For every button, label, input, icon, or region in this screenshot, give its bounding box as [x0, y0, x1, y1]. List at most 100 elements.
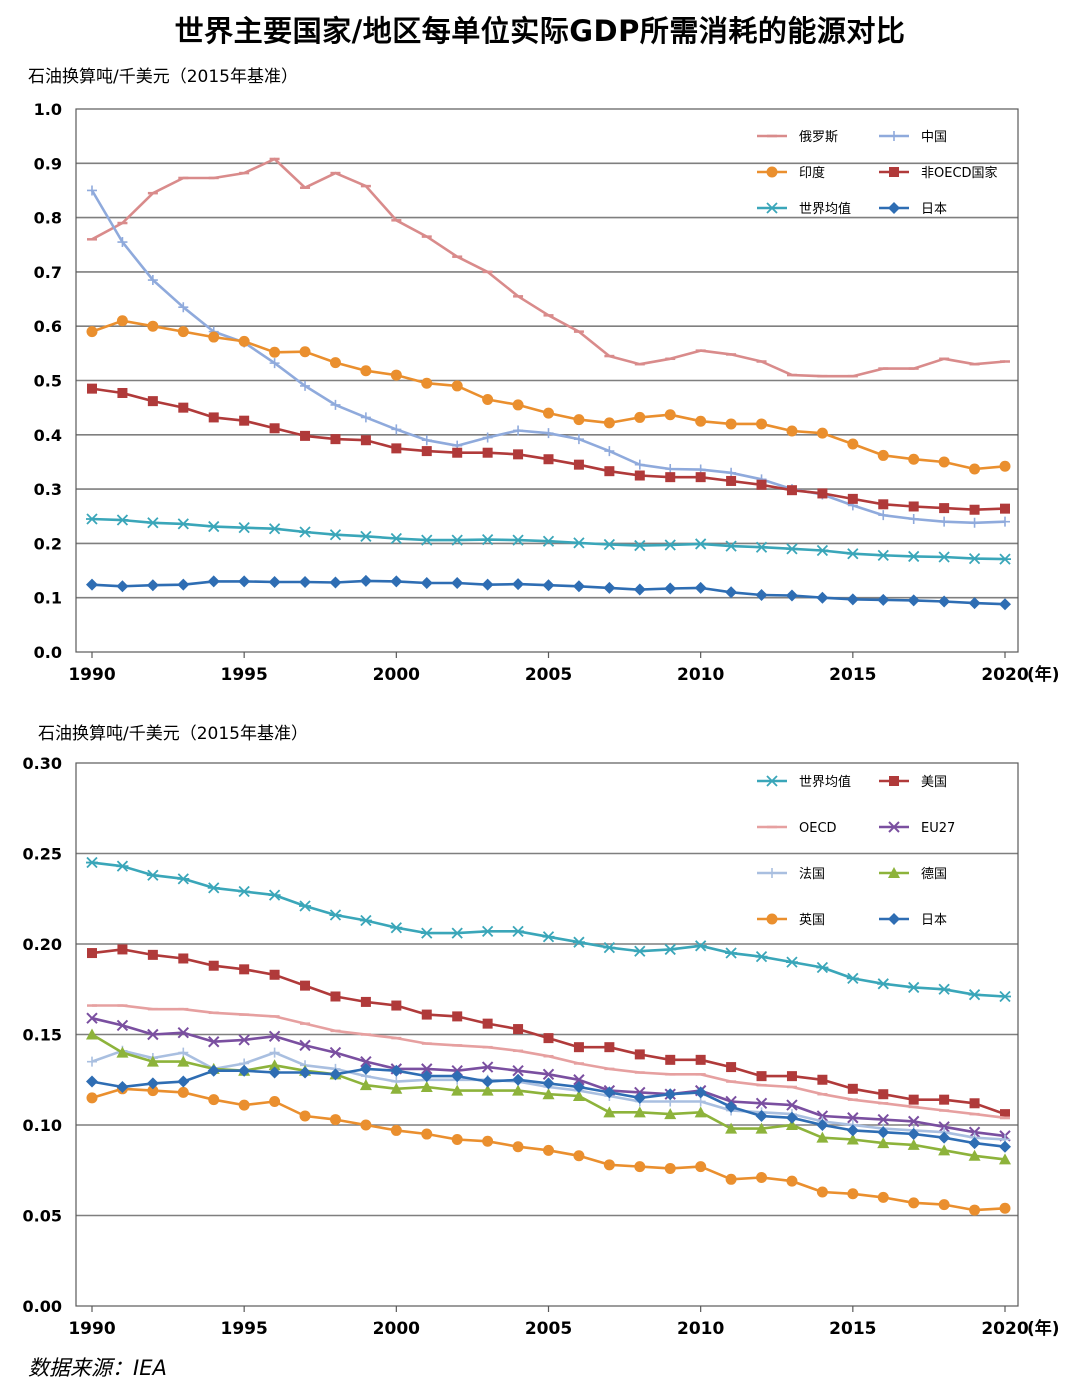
data-point	[999, 460, 1011, 472]
data-point	[238, 522, 251, 534]
data-point	[785, 1111, 798, 1124]
data-point	[177, 873, 190, 885]
data-point	[542, 1088, 555, 1100]
data-point	[907, 981, 920, 994]
data-point	[877, 1137, 890, 1149]
legend-label: 日本	[921, 913, 947, 928]
data-point	[451, 1133, 463, 1145]
data-point	[543, 454, 554, 465]
data-point	[86, 1075, 98, 1088]
data-point	[878, 510, 889, 521]
x-tick-label: 2020	[981, 665, 1028, 685]
series-德国	[86, 1028, 1011, 1165]
data-point	[268, 1030, 281, 1043]
data-point	[512, 534, 525, 546]
y-tick-label: 0.5	[34, 372, 62, 391]
legend-label: 日本	[921, 202, 947, 217]
y-tick-label: 0.3	[34, 480, 62, 499]
data-point	[877, 1113, 889, 1126]
legend-item: 德国	[879, 867, 947, 882]
data-point	[116, 315, 128, 327]
data-point	[299, 900, 312, 912]
data-point	[87, 948, 97, 959]
legend-label: 法国	[799, 867, 825, 882]
data-point	[390, 532, 403, 545]
data-point	[177, 578, 190, 591]
data-point	[603, 581, 616, 594]
data-point	[299, 575, 312, 588]
legend-marker	[889, 167, 899, 177]
data-point	[86, 1012, 98, 1024]
y-tick-label: 0.00	[23, 1297, 62, 1316]
series-line	[92, 1004, 1006, 1120]
data-point	[542, 535, 555, 547]
data-point	[877, 593, 890, 606]
data-point	[999, 1140, 1011, 1153]
data-point	[1000, 503, 1010, 514]
legend-item: 世界均值	[757, 774, 851, 790]
data-point	[208, 960, 219, 971]
data-point	[543, 428, 554, 439]
data-point	[390, 1082, 403, 1094]
legend-item: 印度	[757, 165, 825, 181]
y-tick-label: 0.0	[34, 643, 62, 662]
data-point	[694, 538, 707, 550]
data-point	[391, 424, 402, 435]
legend-label: 世界均值	[799, 201, 851, 217]
data-point	[907, 594, 920, 607]
data-point	[695, 472, 706, 483]
x-tick-label: 1990	[68, 1319, 115, 1339]
data-point	[116, 580, 129, 593]
data-point	[877, 1191, 889, 1203]
data-point	[665, 1054, 676, 1065]
y-tick-label: 0.1	[34, 589, 62, 608]
data-point	[146, 869, 159, 881]
x-tick-label: 2020	[981, 1319, 1028, 1339]
data-point	[968, 1137, 981, 1150]
series-印度	[86, 315, 1011, 475]
data-point	[512, 578, 525, 591]
data-point	[939, 503, 950, 514]
data-point	[360, 435, 371, 446]
data-point	[178, 953, 189, 964]
data-point	[938, 1121, 950, 1133]
data-point	[421, 1009, 432, 1020]
data-point	[360, 996, 371, 1007]
data-point	[846, 1124, 859, 1137]
data-point	[420, 534, 433, 546]
y-tick-label: 0.25	[23, 845, 62, 864]
data-point	[694, 1106, 707, 1118]
data-point	[238, 335, 250, 347]
data-point	[847, 1112, 859, 1124]
y-tick-label: 0.2	[34, 534, 62, 553]
data-point	[390, 369, 402, 381]
data-point	[786, 1071, 797, 1082]
data-point	[725, 540, 738, 552]
data-point	[359, 530, 372, 542]
legend-item: 英国	[757, 913, 825, 928]
data-point	[878, 1089, 889, 1100]
series-英国	[86, 1083, 1011, 1216]
data-point	[390, 1064, 403, 1077]
data-point	[512, 1141, 524, 1153]
data-point	[177, 518, 190, 530]
plot-frame	[75, 108, 1019, 653]
data-point	[543, 1144, 554, 1156]
data-point	[116, 1080, 129, 1093]
data-point	[572, 936, 585, 948]
legend-marker	[888, 202, 900, 214]
data-point	[908, 1197, 920, 1209]
data-point	[908, 501, 919, 512]
legend-marker	[889, 131, 899, 141]
data-point	[603, 417, 615, 429]
data-point	[329, 1114, 341, 1126]
legend-label: EU27	[921, 821, 955, 836]
legend-label: 德国	[921, 867, 947, 882]
series-line	[91, 861, 1006, 998]
data-point	[269, 1095, 281, 1107]
data-point	[146, 1055, 159, 1067]
data-point	[786, 425, 798, 437]
data-point	[968, 989, 981, 1001]
x-tick-label: 1995	[221, 665, 268, 685]
